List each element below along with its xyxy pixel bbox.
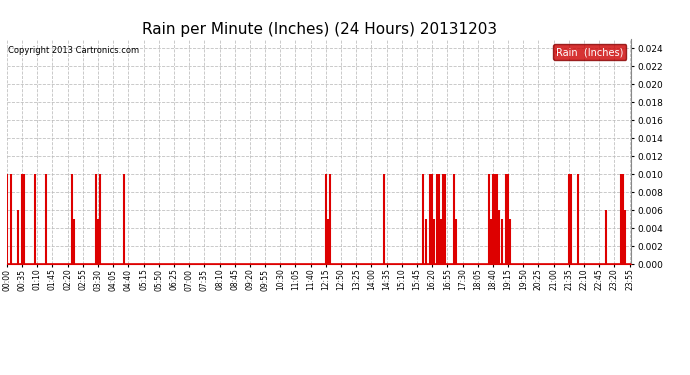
Title: Rain per Minute (Inches) (24 Hours) 20131203: Rain per Minute (Inches) (24 Hours) 2013…	[141, 22, 497, 37]
Text: Copyright 2013 Cartronics.com: Copyright 2013 Cartronics.com	[8, 46, 139, 55]
Legend: Rain  (Inches): Rain (Inches)	[553, 44, 627, 60]
